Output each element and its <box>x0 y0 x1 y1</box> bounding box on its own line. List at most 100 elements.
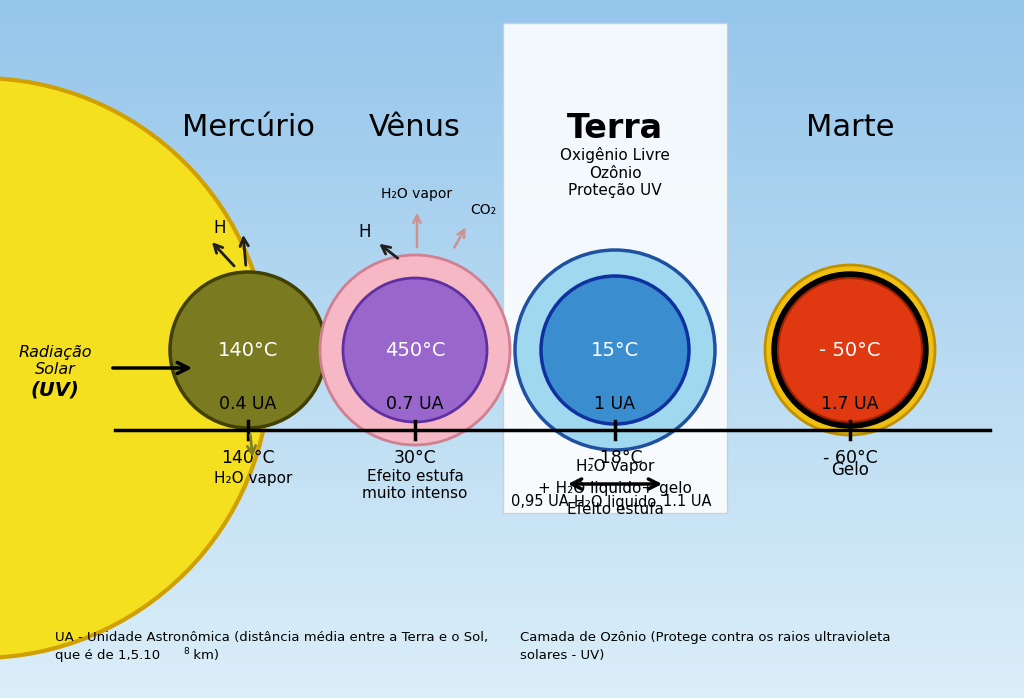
Bar <box>0 237 1024 244</box>
Bar <box>0 648 1024 656</box>
Circle shape <box>343 278 487 422</box>
Text: solares - UV): solares - UV) <box>520 650 604 662</box>
Text: Efeito estufa
muito intenso: Efeito estufa muito intenso <box>362 469 468 501</box>
Bar <box>0 530 1024 537</box>
Text: - 60°C: - 60°C <box>822 449 878 467</box>
Bar <box>0 481 1024 489</box>
Bar <box>0 111 1024 119</box>
Text: 140°C: 140°C <box>218 341 279 359</box>
Bar <box>0 683 1024 691</box>
Circle shape <box>772 272 928 428</box>
Bar <box>0 348 1024 356</box>
Circle shape <box>541 276 689 424</box>
Text: 140°C: 140°C <box>221 449 274 467</box>
Bar <box>0 565 1024 572</box>
Text: km): km) <box>189 650 219 662</box>
Bar <box>0 258 1024 265</box>
Bar <box>0 537 1024 544</box>
Bar <box>0 125 1024 133</box>
Bar <box>0 299 1024 307</box>
Bar <box>0 523 1024 530</box>
Text: Proteção UV: Proteção UV <box>568 184 662 198</box>
Bar <box>0 153 1024 161</box>
Bar <box>0 641 1024 649</box>
Bar <box>0 285 1024 293</box>
Bar <box>0 495 1024 503</box>
Bar <box>0 202 1024 209</box>
Bar <box>0 104 1024 112</box>
Bar <box>0 502 1024 510</box>
Bar <box>0 0 1024 7</box>
Bar <box>0 432 1024 440</box>
Bar <box>0 669 1024 677</box>
Text: 15°C: 15°C <box>591 341 639 359</box>
Bar <box>0 327 1024 335</box>
Text: Vênus: Vênus <box>369 114 461 142</box>
Bar <box>0 439 1024 447</box>
Bar <box>0 48 1024 56</box>
Bar <box>0 467 1024 475</box>
Bar <box>0 62 1024 70</box>
Text: (UV): (UV) <box>31 380 80 399</box>
Bar <box>0 97 1024 105</box>
Bar <box>0 69 1024 77</box>
Text: 30°C: 30°C <box>393 449 436 467</box>
Bar <box>0 188 1024 195</box>
Text: - 18°C: - 18°C <box>588 449 642 467</box>
Text: 0.7 UA: 0.7 UA <box>386 395 443 413</box>
Bar <box>0 474 1024 482</box>
Bar <box>0 146 1024 154</box>
Bar <box>0 244 1024 251</box>
Bar <box>0 181 1024 188</box>
Bar <box>0 118 1024 126</box>
Bar <box>0 509 1024 517</box>
Bar <box>0 90 1024 98</box>
Circle shape <box>0 78 270 658</box>
Text: 450°C: 450°C <box>385 341 445 359</box>
Bar <box>0 404 1024 412</box>
Text: Terra: Terra <box>567 112 664 144</box>
Circle shape <box>515 250 715 450</box>
Text: Marte: Marte <box>806 114 894 142</box>
Bar <box>0 160 1024 168</box>
Bar <box>0 544 1024 551</box>
Bar <box>503 23 727 513</box>
Bar <box>0 13 1024 21</box>
Bar <box>0 600 1024 607</box>
Bar <box>0 209 1024 216</box>
Bar <box>0 607 1024 614</box>
Circle shape <box>778 278 922 422</box>
Text: Radiação: Radiação <box>18 346 92 360</box>
Bar <box>0 55 1024 63</box>
Bar <box>0 76 1024 84</box>
Bar <box>0 34 1024 42</box>
Bar <box>0 628 1024 635</box>
Bar <box>0 390 1024 398</box>
Bar <box>0 320 1024 328</box>
Bar <box>0 334 1024 342</box>
Bar <box>0 230 1024 237</box>
Bar <box>0 558 1024 565</box>
Bar <box>0 488 1024 496</box>
Text: H: H <box>214 219 226 237</box>
Bar <box>0 676 1024 684</box>
Text: 0.4 UA: 0.4 UA <box>219 395 276 413</box>
Bar <box>0 453 1024 461</box>
Bar <box>0 376 1024 384</box>
Bar <box>0 579 1024 586</box>
Bar <box>0 418 1024 426</box>
Text: Gelo: Gelo <box>831 461 869 479</box>
Bar <box>0 251 1024 258</box>
Text: Camada de Ozônio (Protege contra os raios ultravioleta: Camada de Ozônio (Protege contra os raio… <box>520 632 891 644</box>
Bar <box>0 369 1024 377</box>
Text: CO₂: CO₂ <box>470 203 496 217</box>
Bar <box>0 279 1024 286</box>
Bar <box>0 272 1024 279</box>
Text: H: H <box>358 223 372 241</box>
Bar <box>0 586 1024 593</box>
Bar <box>0 355 1024 363</box>
Bar <box>0 446 1024 454</box>
Text: 1 UA: 1 UA <box>595 395 636 413</box>
Circle shape <box>765 265 935 435</box>
Bar <box>0 621 1024 628</box>
